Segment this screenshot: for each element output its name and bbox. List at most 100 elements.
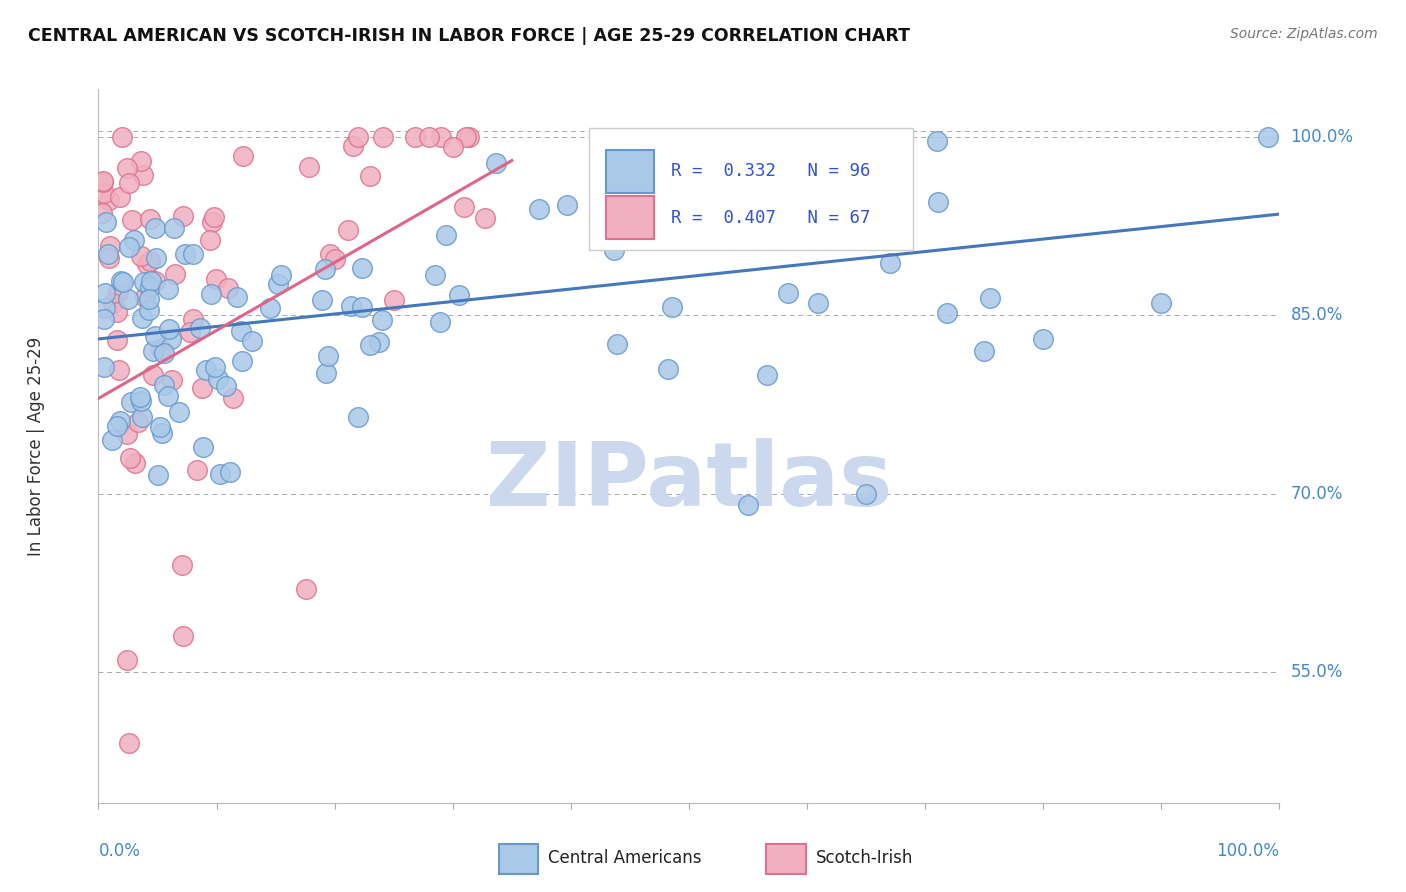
- Point: [91, 174, 114, 188]
- Text: 55.0%: 55.0%: [1291, 663, 1343, 681]
- Text: Central Americans: Central Americans: [548, 849, 702, 867]
- Point: [117, 293, 139, 307]
- Point: [208, 467, 231, 481]
- Point: [927, 194, 949, 209]
- Point: [118, 176, 141, 190]
- Point: [755, 368, 778, 382]
- Point: [1032, 332, 1054, 346]
- Point: [93, 175, 115, 189]
- Point: [172, 558, 194, 572]
- Point: [657, 362, 679, 376]
- Point: [122, 234, 145, 248]
- Point: [108, 363, 131, 377]
- Point: [425, 268, 447, 282]
- Point: [240, 334, 263, 349]
- Point: [204, 359, 226, 374]
- Point: [485, 155, 508, 169]
- Point: [112, 275, 135, 289]
- Point: [105, 305, 128, 319]
- Point: [367, 335, 389, 350]
- Point: [142, 343, 165, 358]
- Point: [202, 210, 225, 224]
- Point: [101, 434, 124, 448]
- Point: [737, 499, 759, 513]
- Point: [128, 390, 150, 404]
- Point: [138, 302, 160, 317]
- Point: [606, 337, 628, 351]
- Point: [215, 379, 238, 393]
- Point: [172, 629, 194, 643]
- Point: [201, 215, 224, 229]
- Point: [191, 381, 214, 395]
- Point: [120, 394, 142, 409]
- Point: [231, 354, 253, 368]
- Point: [555, 197, 578, 211]
- Text: Scotch-Irish: Scotch-Irish: [815, 849, 912, 867]
- Point: [129, 153, 152, 168]
- Point: [157, 389, 180, 403]
- Point: [111, 129, 134, 144]
- FancyBboxPatch shape: [606, 150, 654, 193]
- Text: 0.0%: 0.0%: [98, 842, 141, 860]
- Point: [143, 221, 166, 235]
- Point: [191, 440, 214, 454]
- Point: [105, 333, 128, 347]
- Text: 85.0%: 85.0%: [1291, 306, 1343, 324]
- Point: [973, 343, 995, 358]
- Point: [174, 247, 197, 261]
- Point: [97, 247, 120, 261]
- Point: [131, 410, 153, 425]
- Point: [138, 292, 160, 306]
- Point: [336, 223, 359, 237]
- Point: [267, 277, 290, 291]
- Point: [778, 285, 800, 300]
- Point: [139, 279, 162, 293]
- Point: [146, 467, 169, 482]
- Point: [139, 274, 162, 288]
- Point: [474, 211, 496, 225]
- Point: [218, 466, 240, 480]
- Point: [198, 233, 221, 247]
- FancyBboxPatch shape: [589, 128, 914, 250]
- Point: [222, 392, 245, 406]
- Point: [124, 456, 146, 470]
- Point: [115, 161, 138, 175]
- Point: [131, 310, 153, 325]
- Point: [118, 240, 141, 254]
- Point: [879, 256, 901, 270]
- Point: [429, 129, 451, 144]
- Point: [638, 229, 661, 244]
- Point: [382, 293, 405, 307]
- Point: [153, 346, 176, 360]
- Text: CENTRAL AMERICAN VS SCOTCH-IRISH IN LABOR FORCE | AGE 25-29 CORRELATION CHART: CENTRAL AMERICAN VS SCOTCH-IRISH IN LABO…: [28, 27, 910, 45]
- Point: [429, 315, 451, 329]
- Point: [347, 409, 370, 424]
- Point: [194, 363, 217, 377]
- Point: [172, 209, 194, 223]
- Point: [153, 377, 176, 392]
- Point: [342, 139, 364, 153]
- Point: [150, 426, 173, 441]
- Point: [160, 333, 183, 347]
- Point: [132, 275, 155, 289]
- Point: [259, 301, 281, 315]
- Point: [1150, 296, 1173, 310]
- Point: [183, 311, 205, 326]
- Text: R =  0.407   N = 67: R = 0.407 N = 67: [671, 209, 870, 227]
- Point: [157, 322, 180, 336]
- Point: [121, 213, 143, 227]
- Point: [127, 415, 149, 429]
- Point: [316, 349, 339, 363]
- Point: [205, 272, 228, 286]
- Point: [434, 228, 457, 243]
- Point: [132, 169, 155, 183]
- Point: [93, 186, 115, 200]
- Text: Source: ZipAtlas.com: Source: ZipAtlas.com: [1230, 27, 1378, 41]
- Text: ZIPatlas: ZIPatlas: [486, 438, 891, 525]
- Point: [134, 290, 156, 304]
- Point: [217, 281, 239, 295]
- Point: [340, 299, 363, 313]
- Point: [311, 293, 333, 307]
- Point: [118, 450, 141, 465]
- Point: [359, 338, 381, 352]
